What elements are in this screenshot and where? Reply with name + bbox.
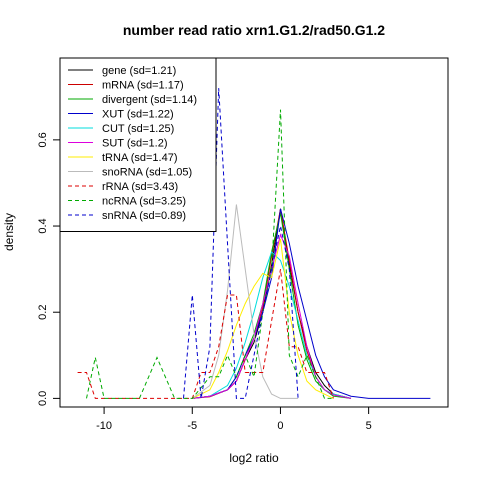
series-line-8	[77, 269, 334, 399]
legend-label: mRNA (sd=1.17)	[102, 80, 184, 92]
y-tick-label: 0.0	[37, 391, 49, 406]
legend-label: snoRNA (sd=1.05)	[102, 167, 192, 179]
series-line-1	[192, 208, 352, 399]
x-tick-label: 5	[366, 420, 372, 432]
series-line-2	[192, 212, 352, 399]
legend-label: ncRNA (sd=3.25)	[102, 196, 186, 208]
legend-label: divergent (sd=1.14)	[102, 94, 197, 106]
chart-title: number read ratio xrn1.G1.2/rad50.G1.2	[123, 22, 385, 38]
series-line-9	[86, 109, 334, 399]
legend-label: SUT (sd=1.2)	[102, 138, 168, 150]
series-line-5	[192, 233, 352, 399]
series-line-7	[192, 204, 299, 399]
series-line-0	[192, 208, 352, 399]
x-tick-label: 0	[277, 420, 283, 432]
legend-label: XUT (sd=1.22)	[102, 109, 174, 121]
legend-label: rRNA (sd=3.43)	[102, 181, 178, 193]
legend-label: tRNA (sd=1.47)	[102, 152, 178, 164]
x-axis-label: log2 ratio	[229, 451, 279, 465]
legend-box	[59, 57, 217, 232]
series-line-3	[192, 208, 431, 399]
legend-label: snRNA (sd=0.89)	[102, 210, 186, 222]
series-line-10	[183, 88, 299, 399]
legend-label: CUT (sd=1.25)	[102, 123, 174, 135]
legend-label: gene (sd=1.21)	[102, 65, 176, 77]
y-tick-label: 0.4	[37, 218, 49, 233]
y-axis: 0.0 0.2 0.4 0.6	[37, 132, 61, 406]
y-tick-label: 0.6	[37, 132, 49, 147]
legend: gene (sd=1.21) mRNA (sd=1.17) divergent (s…	[59, 57, 217, 232]
x-axis: -10 -5 0 5	[96, 406, 372, 432]
x-tick-label: -5	[187, 420, 197, 432]
y-tick-label: 0.2	[37, 305, 49, 320]
series-line-6	[192, 238, 334, 399]
y-axis-label: density	[2, 213, 16, 251]
x-tick-label: -10	[96, 420, 112, 432]
series-layer	[77, 88, 431, 399]
